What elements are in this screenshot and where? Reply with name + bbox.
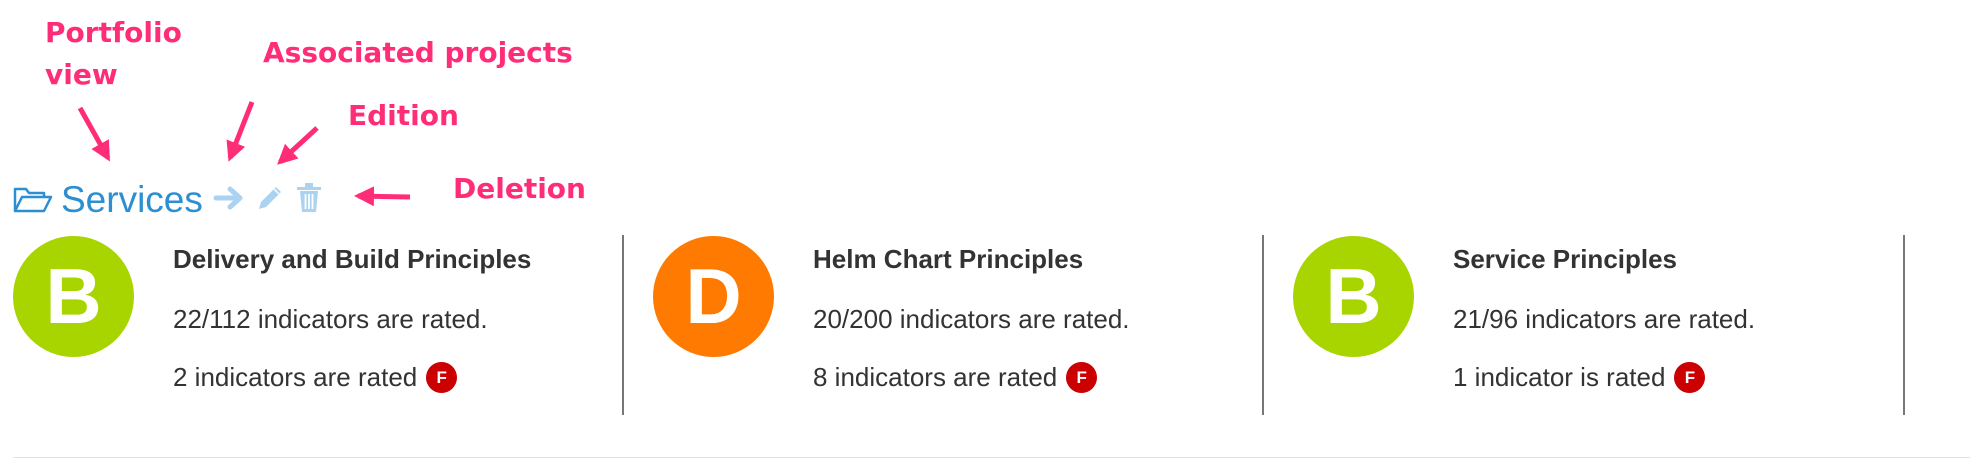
card-title: Helm Chart Principles	[813, 244, 1084, 274]
grade-f-badge: F	[1674, 362, 1706, 393]
card-separator	[1262, 235, 1264, 415]
grade-circle: B	[1293, 236, 1414, 357]
card-separator	[622, 235, 624, 415]
arrow-right-icon[interactable]	[213, 184, 245, 217]
principles-cards: B Delivery and Build Principles 22/112 i…	[0, 234, 1970, 416]
portfolio-header: Services	[13, 175, 323, 225]
failed-count: 2 indicators are rated F	[173, 362, 458, 393]
annotation-portfolio-view: Portfolio view	[45, 16, 182, 91]
annotation-edition: Edition	[348, 99, 459, 132]
card-separator	[1903, 235, 1905, 415]
failed-count: 1 indicator is rated F	[1453, 362, 1706, 393]
annotation-deletion: Deletion	[453, 172, 586, 205]
folder-open-icon[interactable]	[13, 185, 53, 215]
principle-card[interactable]: B Service Principles 21/96 indicators ar…	[1280, 234, 1920, 416]
card-title: Service Principles	[1453, 244, 1678, 274]
principle-card[interactable]: D Helm Chart Principles 20/200 indicator…	[640, 234, 1280, 416]
grade-circle: D	[653, 236, 774, 357]
arrow-edition	[277, 126, 319, 165]
section-divider	[13, 457, 1970, 458]
arrow-projects	[226, 101, 255, 162]
arrow-portfolio	[77, 106, 111, 162]
principle-card[interactable]: B Delivery and Build Principles 22/112 i…	[0, 234, 640, 416]
pencil-icon[interactable]	[255, 183, 285, 218]
arrow-deletion	[354, 186, 411, 207]
rated-count: 22/112 indicators are rated.	[173, 304, 488, 334]
rated-count: 20/200 indicators are rated.	[813, 304, 1130, 334]
grade-f-badge: F	[1066, 362, 1098, 393]
card-title: Delivery and Build Principles	[173, 244, 532, 274]
trash-icon[interactable]	[295, 182, 323, 219]
rated-count: 21/96 indicators are rated.	[1453, 304, 1756, 334]
failed-count: 8 indicators are rated F	[813, 362, 1098, 393]
portfolio-title-link[interactable]: Services	[61, 179, 203, 220]
grade-circle: B	[13, 236, 134, 357]
grade-f-badge: F	[426, 362, 458, 393]
annotation-associated-projects: Associated projects	[263, 36, 573, 69]
